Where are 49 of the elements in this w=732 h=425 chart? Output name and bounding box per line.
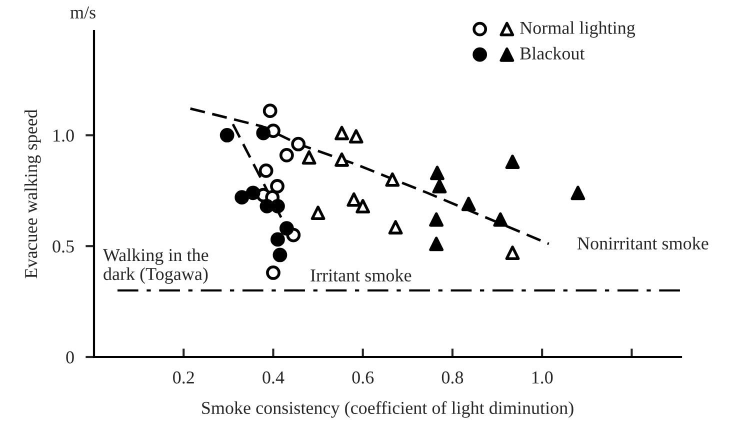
point: [234, 190, 250, 205]
annotation: Irritant smoke: [310, 268, 412, 282]
y-tick-label: 1.0: [54, 129, 74, 142]
point: [430, 166, 444, 180]
point: [429, 212, 444, 227]
point: [220, 128, 234, 142]
point: [356, 198, 370, 214]
point: [291, 136, 306, 152]
point: [334, 152, 349, 167]
point: [505, 246, 520, 260]
point: [346, 192, 362, 207]
point: [258, 164, 274, 178]
point: [270, 179, 284, 194]
point: [388, 220, 403, 234]
point: [505, 154, 520, 170]
y-axis-title: Evacuee walking speed: [24, 110, 41, 278]
point: [279, 148, 294, 162]
point: [266, 266, 280, 280]
x-axis-title: Smoke consistency (coefficient of light diminution): [202, 401, 574, 418]
point: [570, 186, 586, 200]
point: [272, 248, 288, 262]
x-tick-label: 1.0: [532, 371, 553, 384]
point: [302, 150, 316, 165]
y-tick-label: 0.5: [52, 240, 74, 253]
x-tick-label: 0.4: [262, 371, 284, 384]
point: [270, 198, 285, 214]
ref-line-label: Walking in the dark (Togawa): [102, 248, 208, 284]
point: [246, 186, 260, 200]
text: m/s: [70, 6, 96, 19]
x-tick-label: 0.6: [352, 371, 374, 384]
x-tick-label: 0.8: [442, 371, 464, 384]
legend-label: Blackout: [520, 46, 585, 60]
y-tick-label: 0: [66, 351, 74, 364]
x-tick-label: 0.2: [173, 371, 194, 384]
point: [461, 196, 476, 212]
point: [432, 179, 447, 194]
point: [310, 206, 326, 220]
point: [429, 236, 444, 252]
point: [270, 232, 285, 247]
legend-label: Normal lighting: [520, 21, 636, 38]
annotation: Nonirritant smoke: [578, 236, 708, 250]
point: [493, 212, 508, 227]
point: [256, 126, 271, 140]
point: [334, 126, 349, 140]
point: [385, 172, 400, 187]
point: [262, 104, 278, 118]
point: [348, 129, 364, 144]
line-series: [189, 107, 550, 246]
point: [279, 221, 294, 236]
